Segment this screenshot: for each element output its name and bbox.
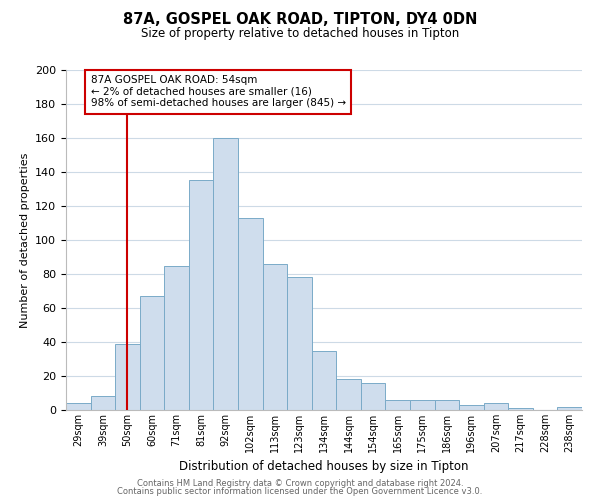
Y-axis label: Number of detached properties: Number of detached properties [20,152,29,328]
Bar [336,380,361,410]
Text: 87A, GOSPEL OAK ROAD, TIPTON, DY4 0DN: 87A, GOSPEL OAK ROAD, TIPTON, DY4 0DN [123,12,477,28]
Bar [238,218,263,410]
Bar [508,408,533,410]
Bar [263,264,287,410]
Text: 87A GOSPEL OAK ROAD: 54sqm
← 2% of detached houses are smaller (16)
98% of semi-: 87A GOSPEL OAK ROAD: 54sqm ← 2% of detac… [91,75,346,108]
Bar [434,400,459,410]
Text: Size of property relative to detached houses in Tipton: Size of property relative to detached ho… [141,28,459,40]
Bar [189,180,214,410]
Bar [91,396,115,410]
Bar [312,350,336,410]
Bar [410,400,434,410]
Bar [287,278,312,410]
Bar [459,405,484,410]
Bar [66,403,91,410]
Bar [484,403,508,410]
Bar [115,344,140,410]
Bar [164,266,189,410]
X-axis label: Distribution of detached houses by size in Tipton: Distribution of detached houses by size … [179,460,469,473]
Bar [361,383,385,410]
Text: Contains HM Land Registry data © Crown copyright and database right 2024.: Contains HM Land Registry data © Crown c… [137,478,463,488]
Bar [557,406,582,410]
Bar [214,138,238,410]
Bar [385,400,410,410]
Bar [140,296,164,410]
Text: Contains public sector information licensed under the Open Government Licence v3: Contains public sector information licen… [118,487,482,496]
